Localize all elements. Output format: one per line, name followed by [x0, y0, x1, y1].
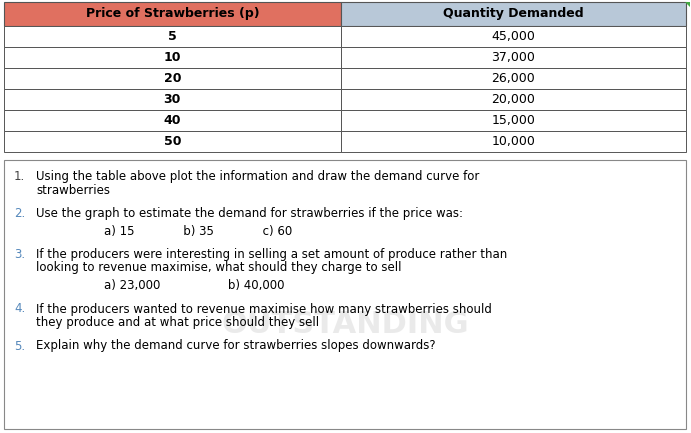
- Text: Explain why the demand curve for strawberries slopes downwards?: Explain why the demand curve for strawbe…: [36, 339, 435, 352]
- Bar: [341, 2, 686, 26]
- Text: 20: 20: [164, 72, 181, 85]
- Bar: [341, 131, 686, 152]
- Text: 40: 40: [164, 114, 181, 127]
- Text: If the producers wanted to revenue maximise how many strawberries should: If the producers wanted to revenue maxim…: [36, 303, 492, 316]
- Bar: [341, 68, 686, 89]
- Text: If the producers were interesting in selling a set amount of produce rather than: If the producers were interesting in sel…: [36, 248, 507, 261]
- Text: Using the table above plot the information and draw the demand curve for: Using the table above plot the informati…: [36, 170, 480, 183]
- Text: looking to revenue maximise, what should they charge to sell: looking to revenue maximise, what should…: [36, 262, 401, 275]
- Text: 5: 5: [168, 30, 177, 43]
- Bar: [4, 47, 341, 68]
- Bar: [4, 110, 341, 131]
- Text: 2.: 2.: [14, 207, 26, 220]
- Text: 45,000: 45,000: [491, 30, 536, 43]
- Text: 1.: 1.: [14, 170, 26, 183]
- Bar: [341, 110, 686, 131]
- Text: 26,000: 26,000: [491, 72, 536, 85]
- Text: Use the graph to estimate the demand for strawberries if the price was:: Use the graph to estimate the demand for…: [36, 207, 463, 220]
- Text: 20,000: 20,000: [491, 93, 536, 106]
- Text: Price of Strawberries (p): Price of Strawberries (p): [86, 7, 259, 20]
- Bar: [4, 68, 341, 89]
- Text: 3.: 3.: [14, 248, 25, 261]
- Text: 30: 30: [164, 93, 181, 106]
- Text: a) 15             b) 35             c) 60: a) 15 b) 35 c) 60: [104, 224, 292, 237]
- Polygon shape: [685, 2, 690, 7]
- Bar: [341, 89, 686, 110]
- Text: 50: 50: [164, 135, 181, 148]
- Bar: [4, 2, 341, 26]
- Bar: [341, 47, 686, 68]
- Bar: [4, 89, 341, 110]
- Bar: [4, 131, 341, 152]
- Text: 37,000: 37,000: [491, 51, 536, 64]
- Text: 10,000: 10,000: [491, 135, 536, 148]
- Text: a) 23,000                  b) 40,000: a) 23,000 b) 40,000: [104, 279, 285, 292]
- Bar: [341, 26, 686, 47]
- Text: 4.: 4.: [14, 303, 26, 316]
- Bar: [4, 160, 686, 429]
- Text: they produce and at what price should they sell: they produce and at what price should th…: [36, 316, 319, 329]
- Text: 10: 10: [164, 51, 181, 64]
- Text: 5.: 5.: [14, 339, 25, 352]
- Bar: [4, 26, 341, 47]
- Text: OUTSTANDING: OUTSTANDING: [221, 310, 468, 339]
- Text: strawberries: strawberries: [36, 184, 110, 197]
- Text: 15,000: 15,000: [491, 114, 536, 127]
- Text: Quantity Demanded: Quantity Demanded: [443, 7, 584, 20]
